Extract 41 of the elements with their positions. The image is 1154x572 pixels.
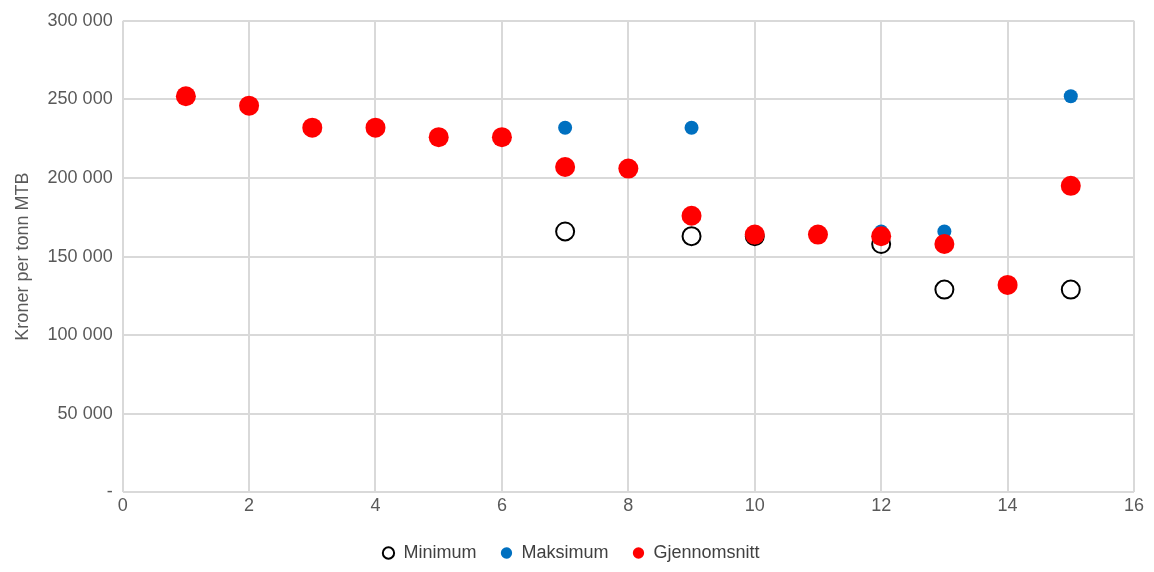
legend-label: Gjennomsnitt xyxy=(653,541,760,562)
point xyxy=(871,226,892,247)
y-tick-label: 150 000 xyxy=(47,245,113,266)
x-tick-label: 12 xyxy=(871,495,892,516)
legend-label: Maksimum xyxy=(521,541,609,562)
y-tick-label: - xyxy=(106,481,113,502)
point xyxy=(934,279,955,300)
y-tick-label: 100 000 xyxy=(47,324,113,345)
x-tick-label: 2 xyxy=(244,495,255,516)
point xyxy=(1060,279,1081,300)
point xyxy=(807,224,828,245)
point xyxy=(618,158,639,179)
point xyxy=(555,221,576,242)
y-tick-label: 300 000 xyxy=(47,9,113,30)
legend-label: Minimum xyxy=(403,541,477,562)
x-tick-label: 10 xyxy=(744,495,765,516)
point xyxy=(1063,89,1078,104)
x-tick-label: 8 xyxy=(623,495,634,516)
point xyxy=(491,127,512,148)
y-tick-label: 200 000 xyxy=(47,166,113,187)
y-tick-label: 50 000 xyxy=(57,402,113,423)
point xyxy=(934,234,955,255)
point xyxy=(365,117,386,138)
y-axis-title: Kroner per tonn MTB xyxy=(11,172,32,341)
point xyxy=(555,157,576,177)
y-tick-label: 250 000 xyxy=(47,88,113,109)
x-tick-label: 16 xyxy=(1123,495,1145,516)
x-tick-label: 0 xyxy=(117,495,128,516)
x-tick-label: 14 xyxy=(997,495,1018,516)
point xyxy=(997,274,1018,295)
point xyxy=(558,120,573,135)
point xyxy=(681,226,702,247)
point xyxy=(681,205,702,226)
point xyxy=(302,117,323,138)
point xyxy=(175,86,196,107)
x-tick-label: 6 xyxy=(496,495,507,516)
point xyxy=(428,127,449,148)
point xyxy=(1060,175,1081,196)
point xyxy=(684,120,699,135)
point xyxy=(239,95,260,116)
x-tick-label: 4 xyxy=(370,495,381,516)
